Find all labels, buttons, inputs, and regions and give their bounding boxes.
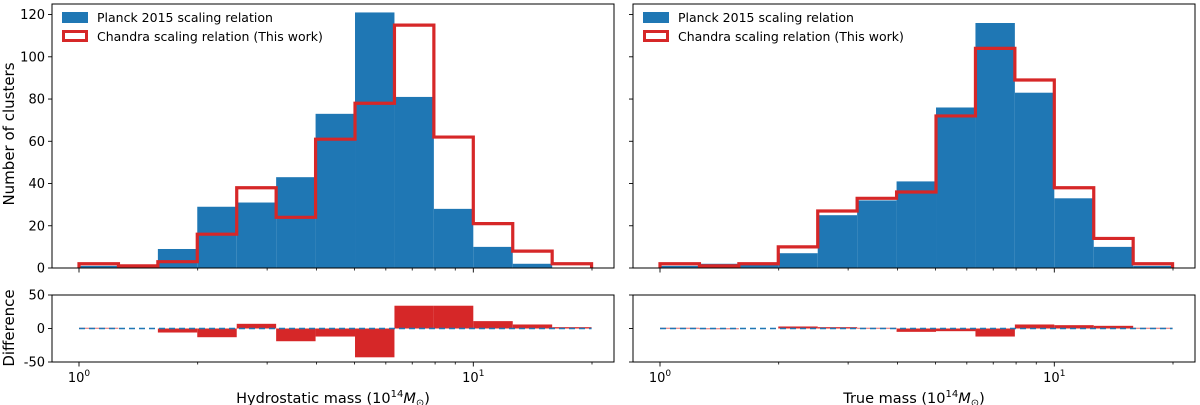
difference-bar [157,328,198,333]
panel-bottom-left: 100 101 Hydrostatic mass (1014M⊙) -50 0 50 [24,289,615,405]
y-tick-label: 50 [28,289,45,304]
planck-bar [79,265,119,268]
difference-bar [896,328,937,332]
planck-bar [197,206,237,268]
difference-bar [975,328,1015,337]
axes-frame [632,3,1196,269]
difference-bar [276,328,316,342]
planck-bar [778,253,818,268]
difference-bar [699,328,739,330]
difference-bar [660,327,700,329]
difference-bar [433,305,474,329]
planck-bar [738,263,779,268]
planck-bar [817,215,858,268]
difference-bar [1093,325,1134,329]
planck-bar [276,177,316,268]
chandra-step-line [77,23,594,268]
planck-bar [315,113,356,268]
legend-label-chandra: Chandra scaling relation (This work) [97,29,323,44]
legend-label-chandra: Chandra scaling relation (This work) [678,29,904,44]
planck-bar [355,12,395,269]
planck-bar [1014,92,1055,268]
y-tick-label: 0 [37,262,45,277]
axes-frame [51,3,615,269]
panel-bottom-right: 100 101 True mass (1014M⊙) [629,294,1196,405]
difference-bar [936,328,976,332]
planck-bar [236,202,277,268]
difference-bar [197,328,237,338]
difference-bar [1054,325,1094,329]
x-tick-label: 101 [462,369,484,386]
planck-bar [975,23,1015,269]
planck-bar [857,200,897,268]
difference-bar [1014,324,1055,329]
x-tick-label: 100 [68,369,91,386]
planck-bar [936,107,976,268]
difference-bar [394,305,434,329]
y-tick-label: -50 [24,356,45,371]
difference-bar [473,321,513,329]
difference-bar [355,328,395,358]
legend-swatch-chandra [62,30,88,42]
planck-bar [896,181,937,268]
difference-bar [512,324,553,329]
planck-bar [1133,265,1173,268]
x-tick-label: 100 [649,369,672,386]
difference-bar [778,326,818,329]
y-tick-label: 40 [28,177,45,192]
planck-bar [473,246,513,268]
chandra-step-line [658,46,1175,268]
y-tick-label: 0 [37,322,45,337]
planck-bar [512,263,553,268]
y-axis-label-top: Number of clusters [0,62,18,205]
difference-bar [857,327,897,329]
x-tick-label: 101 [1043,369,1065,386]
difference-bar [79,327,119,329]
legend-swatch-planck [643,12,669,23]
y-tick-label: 20 [28,219,45,234]
difference-bar [315,328,356,337]
y-tick-label: 100 [20,50,45,65]
legend-label-planck: Planck 2015 scaling relation [97,10,273,25]
planck-bar [433,208,474,268]
y-tick-label: 120 [20,8,45,23]
planck-bar [660,265,700,268]
legend-label-planck: Planck 2015 scaling relation [678,10,854,25]
panel-top-left: Planck 2015 scaling relation Chandra scal… [20,3,615,277]
difference-bar [817,327,858,329]
legend-swatch-chandra [643,30,669,42]
x-axis-label: True mass (1014M⊙) [842,389,985,405]
y-tick-label: 80 [28,93,45,108]
legend-swatch-planck [62,12,88,23]
y-tick-label: 60 [28,135,45,150]
difference-bar [236,323,277,329]
y-axis-label-bottom: Difference [0,289,18,366]
x-axis-label: Hydrostatic mass (1014M⊙) [236,389,430,405]
planck-bar [157,248,198,268]
panel-top-right: Planck 2015 scaling relation Chandra scal… [629,3,1196,269]
planck-bar [1093,246,1134,268]
planck-bar [394,96,434,268]
planck-bar [1054,198,1094,268]
